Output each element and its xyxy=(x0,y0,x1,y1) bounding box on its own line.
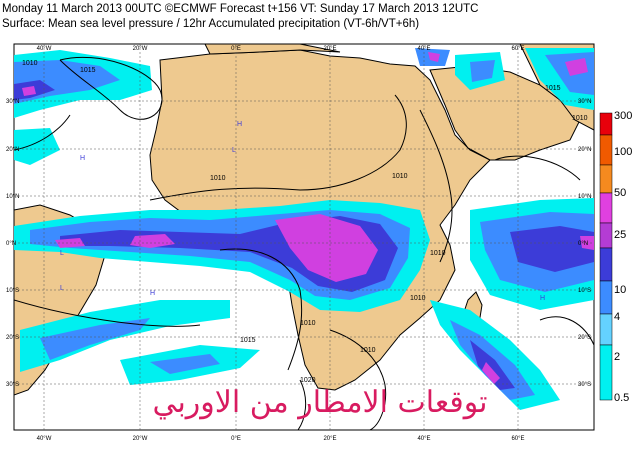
svg-text:10°N: 10°N xyxy=(6,194,19,200)
isobar-label: 1010 xyxy=(22,60,38,67)
map-title-line-2: Surface: Mean sea level pressure / 12hr … xyxy=(2,18,420,30)
svg-text:H: H xyxy=(150,290,155,297)
svg-text:20°E: 20°E xyxy=(323,436,336,442)
isobar-label: 1015 xyxy=(80,67,96,74)
svg-text:30°N: 30°N xyxy=(578,99,591,105)
svg-text:10°N: 10°N xyxy=(578,194,591,200)
svg-text:20°W: 20°W xyxy=(133,436,148,442)
graticule xyxy=(14,44,594,430)
svg-text:L: L xyxy=(215,235,219,242)
colorbar-swatch xyxy=(599,344,613,401)
isobar-labels: 1010 1015 1010 1010 1010 1010 1015 1010 … xyxy=(22,60,588,384)
svg-text:L: L xyxy=(60,250,64,257)
colorbar-label: 2 xyxy=(614,351,621,363)
svg-text:0°N: 0°N xyxy=(578,241,588,247)
svg-text:20°N: 20°N xyxy=(578,147,591,153)
isobar-label: 1010 xyxy=(410,295,426,302)
svg-text:40°E: 40°E xyxy=(417,46,430,52)
precip-tropical-band xyxy=(14,200,430,312)
svg-text:L: L xyxy=(60,285,64,292)
isobar-label: 1010 xyxy=(572,115,588,122)
svg-text:60°E: 60°E xyxy=(511,46,524,52)
svg-text:10°S: 10°S xyxy=(6,288,19,294)
svg-text:30°N: 30°N xyxy=(6,99,19,105)
precip-north-atlantic xyxy=(14,50,152,165)
svg-text:20°N: 20°N xyxy=(6,147,19,153)
svg-text:0°E: 0°E xyxy=(231,436,241,442)
svg-text:40°W: 40°W xyxy=(37,46,52,52)
colorbar-swatch xyxy=(599,164,613,194)
svg-text:40°E: 40°E xyxy=(417,436,430,442)
map-title-line-1: Monday 11 March 2013 00UTC ©ECMWF Foreca… xyxy=(2,3,479,15)
colorbar-swatch xyxy=(599,280,613,315)
colorbar-swatch xyxy=(599,112,613,136)
colorbar-label: 10 xyxy=(614,284,627,296)
colorbar-label: 25 xyxy=(614,229,627,241)
colorbar-swatch xyxy=(599,247,613,282)
isobar-label: 1015 xyxy=(545,85,561,92)
isobar-label: 1010 xyxy=(430,250,446,257)
svg-text:H: H xyxy=(80,155,85,162)
svg-text:L: L xyxy=(232,147,236,154)
isobar-label: 1010 xyxy=(210,175,226,182)
svg-text:H: H xyxy=(237,121,242,128)
svg-text:20°S: 20°S xyxy=(578,335,591,341)
colorbar-label: 4 xyxy=(614,311,621,323)
isobar-label: 1020 xyxy=(300,377,316,384)
colorbar-label: 300 xyxy=(614,110,633,122)
longitude-labels-bottom: 40°W 20°W 0°E 20°E 40°E 60°E xyxy=(37,436,525,442)
isobar-label: 1010 xyxy=(300,320,316,327)
svg-text:0°E: 0°E xyxy=(231,46,241,52)
precipitation-colorbar xyxy=(599,112,613,401)
colorbar-label: 100 xyxy=(614,146,633,158)
isobar-label: 1015 xyxy=(240,337,256,344)
colorbar-swatch xyxy=(599,222,613,249)
colorbar-label: 50 xyxy=(614,187,627,199)
isobar-label: 1010 xyxy=(392,173,408,180)
arabic-watermark: توقعات الامطار من الاوربي xyxy=(152,385,488,420)
colorbar-label: 0.5 xyxy=(614,392,630,404)
colorbar-swatch xyxy=(599,313,613,346)
precip-middle-east xyxy=(415,48,594,110)
colorbar-swatch xyxy=(599,134,613,166)
colorbar-swatch xyxy=(599,192,613,224)
svg-text:40°W: 40°W xyxy=(37,436,52,442)
svg-text:0°N: 0°N xyxy=(6,241,16,247)
land-arabia xyxy=(429,65,581,161)
svg-text:30°S: 30°S xyxy=(6,382,19,388)
svg-text:20°E: 20°E xyxy=(323,46,336,52)
svg-text:30°S: 30°S xyxy=(578,382,591,388)
svg-text:10°S: 10°S xyxy=(578,288,591,294)
precip-south-atlantic xyxy=(20,300,260,385)
latitude-labels-right: 30°N 20°N 10°N 0°N 10°S 20°S 30°S xyxy=(578,99,591,388)
precip-southern-streak xyxy=(430,300,560,410)
svg-text:20°S: 20°S xyxy=(6,335,19,341)
longitude-labels-top: 40°W 20°W 0°E 20°E 40°E 60°E xyxy=(37,46,525,52)
svg-text:60°E: 60°E xyxy=(511,436,524,442)
precip-indian-ocean xyxy=(470,198,594,310)
pressure-markers: H L L H L H L H xyxy=(60,121,545,302)
svg-text:20°W: 20°W xyxy=(133,46,148,52)
svg-text:H: H xyxy=(540,295,545,302)
latitude-labels-left: 30°N 20°N 10°N 0°N 10°S 20°S 30°S xyxy=(6,99,19,388)
land-europe xyxy=(204,44,341,55)
isobar-label: 1010 xyxy=(360,347,376,354)
